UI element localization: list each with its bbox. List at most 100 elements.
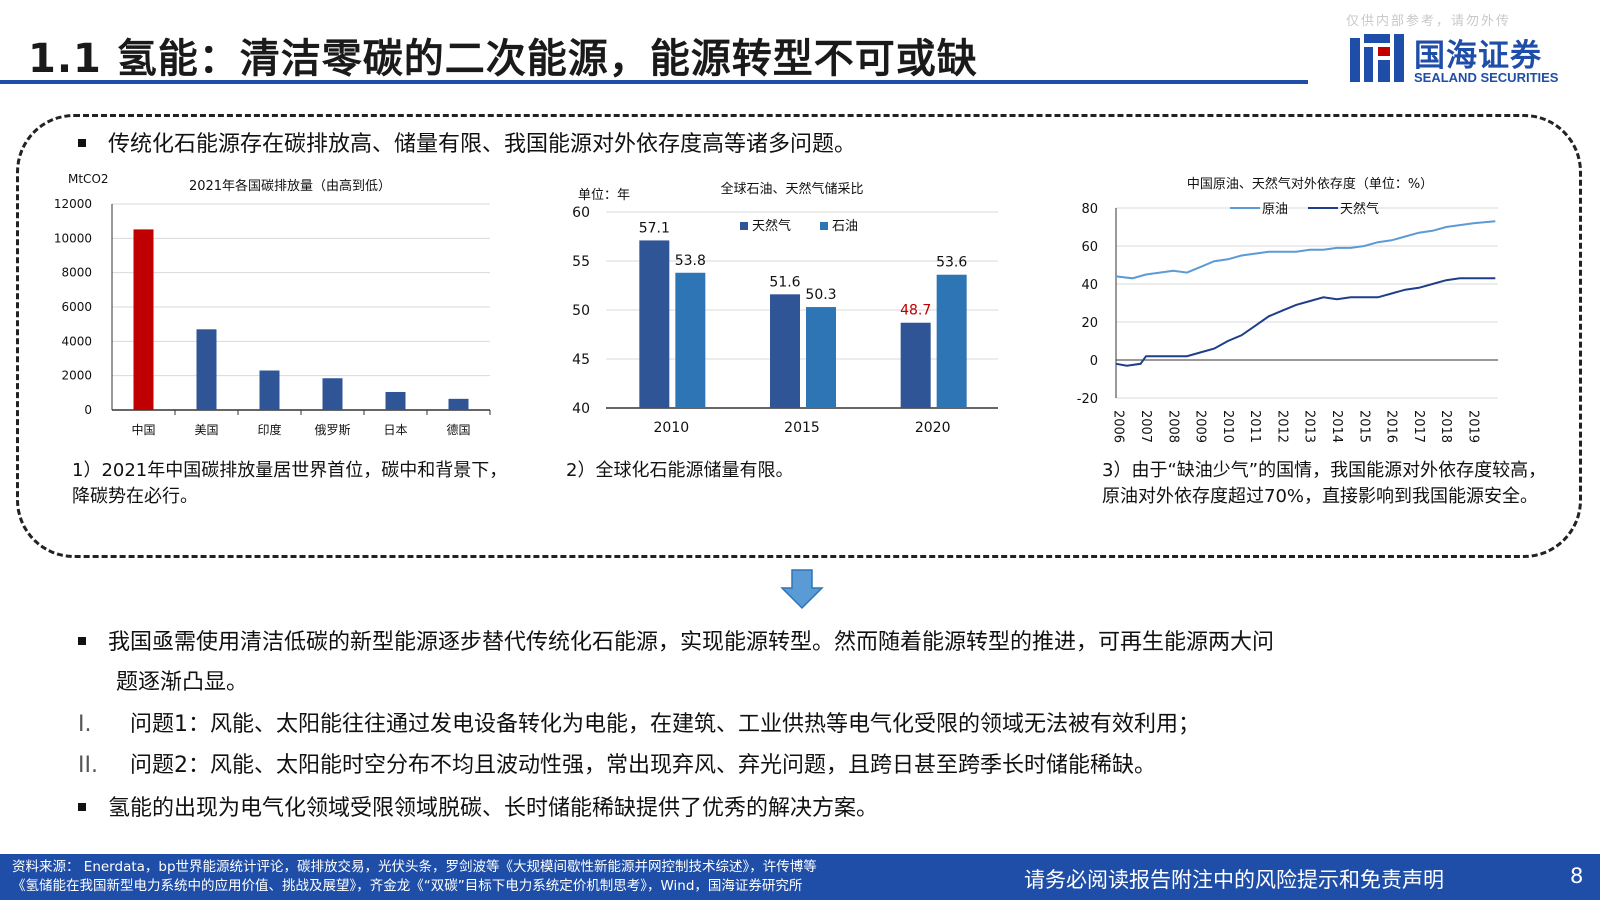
chart3-xtick-label: 2007 — [1138, 410, 1153, 443]
bullet-square-icon — [78, 637, 86, 645]
problem-2-number: II. — [78, 753, 98, 778]
chart2-legend-label-0: 天然气 — [752, 218, 791, 234]
chart3-legend-label-0: 原油 — [1262, 202, 1288, 217]
chart2-legend-label-1: 石油 — [832, 219, 858, 234]
chart2-bar-0-2 — [900, 322, 931, 408]
top-bullet-text: 传统化石能源存在碳排放高、储量有限、我国能源对外依存度高等诸多问题。 — [108, 132, 857, 157]
chart3-ytick-label: 60 — [1081, 240, 1098, 255]
chart1-ytick-label: 4000 — [61, 334, 92, 348]
chart2-title: 全球石油、天然气储采比 — [720, 181, 863, 197]
chart2-data-label: 57.1 — [639, 220, 670, 236]
chart2-data-label: 53.8 — [675, 253, 706, 269]
chart-dependency: 中国原油、天然气对外依存度（单位：%） -20 0 20 40 60 80 原油 天然气 2006… — [1070, 168, 1540, 458]
caption-2: 2）全球化石能源储量有限。 — [566, 460, 794, 481]
chart3-xtick-label: 2016 — [1384, 410, 1399, 443]
chart3-xtick-label: 2010 — [1220, 410, 1235, 443]
chart2-category-label: 2015 — [784, 420, 820, 436]
footer-disclaimer: 请务必阅读报告附注中的风险提示和免责声明 — [1024, 868, 1444, 892]
chart3-title: 中国原油、天然气对外依存度（单位：%） — [1187, 176, 1433, 192]
chart3-xtick-label: 2013 — [1302, 410, 1317, 443]
company-logo: 国海证券 SEALAND SECURITIES — [1348, 30, 1578, 90]
footer-bar: 资料来源： Enerdata，bp世界能源统计评论，碳排放交易，光伏头条，罗剑波… — [0, 854, 1600, 900]
chart2-category-label: 2020 — [915, 420, 951, 436]
chart1-ytick-label: 8000 — [61, 266, 92, 280]
chart3-xtick-label: 2017 — [1411, 410, 1426, 443]
page-number: 8 — [1570, 864, 1584, 888]
logo-chinese-name: 国海证券 — [1414, 38, 1542, 74]
problem-2: II. 问题2：风能、太阳能时空分布不均且波动性强，常出现弃风、弃光问题，且跨日甚… — [78, 751, 1156, 781]
chart1-category-label: 美国 — [194, 423, 218, 437]
chart2-unit-label: 单位：年 — [578, 188, 630, 203]
chart1-ytick-label: 6000 — [61, 300, 92, 314]
footer-sources: 资料来源： Enerdata，bp世界能源统计评论，碳排放交易，光伏头条，罗剑波… — [12, 858, 817, 896]
chart-reserve-ratio-svg: 单位：年 全球石油、天然气储采比 40 45 50 55 60 天然气 石油 57.1 53.8 20… — [572, 181, 998, 436]
problem-2-text: 问题2：风能、太阳能时空分布不均且波动性强，常出现弃风、弃光问题，且跨日甚至跨季… — [130, 753, 1157, 778]
chart2-data-label: 50.3 — [805, 287, 836, 303]
chart3-ytick-label: 0 — [1090, 354, 1098, 369]
lower-bullet-1-continued: 题逐渐凸显。 — [116, 670, 249, 695]
chart3-xtick-label: 2018 — [1438, 410, 1453, 443]
chart3-xtick-label: 2006 — [1111, 410, 1126, 443]
chart-dependency-svg: 中国原油、天然气对外依存度（单位：%） -20 0 20 40 60 80 原油 天然气 2006… — [1077, 176, 1498, 443]
footer-source-line-1: 资料来源： Enerdata，bp世界能源统计评论，碳排放交易，光伏头条，罗剑波… — [12, 859, 817, 875]
chart-carbon-emissions-svg: MtCO2 2021年各国碳排放量（由高到低） 0 2000 4000 6000 8000 1… — [54, 172, 491, 437]
chart1-unit-label: MtCO2 — [68, 172, 109, 186]
chart1-category-label: 俄罗斯 — [314, 423, 350, 437]
bullet-square-icon — [78, 803, 86, 811]
chart2-data-label: 51.6 — [769, 274, 800, 290]
chart-carbon-emissions: MtCO2 2021年各国碳排放量（由高到低） 0 2000 4000 6000 8000 1… — [50, 168, 510, 448]
chart3-ytick-label: 20 — [1081, 316, 1098, 331]
footer-source-line-2: 《氢储能在我国新型电力系统中的应用价值、挑战及展望》，齐金龙《“双碳”目标下电力… — [12, 878, 803, 894]
chart3-legend-label-1: 天然气 — [1340, 201, 1379, 217]
chart2-bar-0-1 — [770, 294, 800, 408]
chart1-category-label: 印度 — [257, 422, 281, 437]
chart3-xtick-label: 2009 — [1193, 410, 1208, 443]
chart2-data-label: 48.7 — [900, 303, 931, 319]
watermark: 仅供内部参考，请勿外传 — [1346, 14, 1512, 29]
chart3-xtick-label: 2012 — [1274, 410, 1289, 443]
chart3-ytick-label: 80 — [1081, 202, 1098, 217]
chart2-bar-1-2 — [936, 274, 967, 408]
chart1-bar-3 — [322, 378, 343, 410]
caption-1: 1）2021年中国碳排放量居世界首位，碳中和背景下，降碳势在必行。 — [72, 460, 508, 507]
chart2-bar-0-0 — [639, 240, 670, 408]
logo-english-name: SEALAND SECURITIES — [1414, 70, 1559, 85]
problem-1-text: 问题1：风能、太阳能往往通过发电设备转化为电能，在建筑、工业供热等电气化受限的领… — [130, 712, 1201, 737]
chart3-ytick-label: 40 — [1081, 278, 1098, 293]
chart2-data-label: 53.6 — [936, 255, 967, 271]
chart3-xtick-label: 2019 — [1465, 410, 1480, 443]
chart3-ytick-label: -20 — [1077, 392, 1098, 407]
chart3-xtick-label: 2015 — [1356, 410, 1371, 443]
chart1-ytick-label: 10000 — [54, 231, 92, 245]
chart3-series-line-0 — [1115, 220, 1496, 280]
lower-bullet-1: 我国亟需使用清洁低碳的新型能源逐步替代传统化石能源，实现能源转型。然而随着能源转… — [78, 628, 1274, 658]
chart3-xtick-label: 2014 — [1329, 410, 1344, 443]
problem-1: I. 问题1：风能、太阳能往往通过发电设备转化为电能，在建筑、工业供热等电气化受限… — [78, 710, 1200, 740]
header-divider — [0, 80, 1308, 84]
chart1-bar-5 — [448, 398, 469, 410]
top-bullet: 传统化石能源存在碳排放高、储量有限、我国能源对外依存度高等诸多问题。 — [78, 126, 856, 158]
lower-bullet-1-text: 我国亟需使用清洁低碳的新型能源逐步替代传统化石能源，实现能源转型。然而随着能源转… — [108, 630, 1275, 655]
chart2-ytick-label: 40 — [572, 401, 590, 417]
chart1-bar-0 — [133, 229, 154, 410]
chart2-category-label: 2010 — [654, 420, 690, 436]
chart2-ytick-label: 55 — [572, 254, 590, 270]
lower-bullet-2: 氢能的出现为电气化领域受限领域脱碳、长时储能稀缺提供了优秀的解决方案。 — [78, 794, 878, 824]
chart2-bar-1-1 — [806, 307, 836, 408]
chart1-ytick-label: 2000 — [61, 369, 92, 383]
chart2-ytick-label: 50 — [572, 303, 590, 319]
chart1-category-label: 日本 — [383, 423, 407, 437]
chart2-legend-swatch-1 — [820, 222, 828, 230]
chart1-ytick-label: 12000 — [54, 197, 92, 211]
chart1-bar-4 — [385, 391, 406, 410]
chart2-ytick-label: 45 — [572, 352, 590, 368]
chart1-category-label: 中国 — [131, 422, 155, 437]
down-arrow-icon — [780, 569, 824, 610]
chart1-ytick-label: 0 — [84, 403, 92, 417]
chart1-bar-2 — [259, 370, 280, 410]
sealand-logo-icon — [1350, 34, 1404, 82]
bullet-square-icon — [78, 139, 86, 147]
issues-panel — [16, 114, 1582, 558]
page-title: 1.1 氢能：清洁零碳的二次能源，能源转型不可或缺 — [28, 36, 978, 82]
chart2-bar-1-0 — [675, 272, 706, 408]
